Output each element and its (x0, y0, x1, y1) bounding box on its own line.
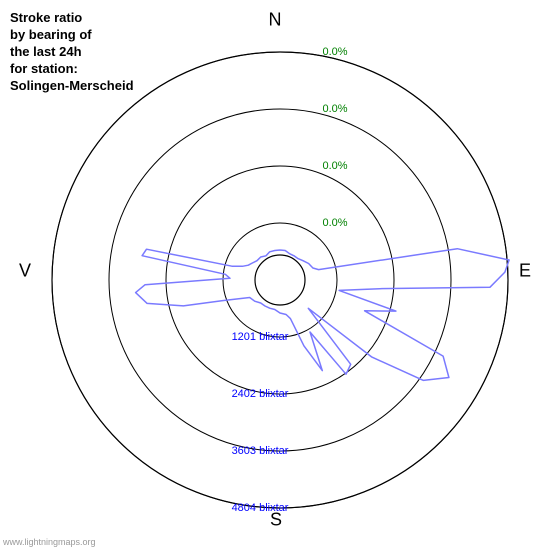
polar-chart: 0.0% 1201 blixtar 0.0% 2402 blixtar 0.0% 3603… (0, 0, 550, 550)
ring-label-percent: 0.0% (322, 103, 347, 115)
cardinal-label: V (19, 261, 31, 282)
ring-label-percent: 0.0% (322, 160, 347, 172)
ring-label-count: 1201 blixtar (232, 331, 289, 343)
footer-credit: www.lightningmaps.org (3, 537, 96, 547)
ring-label-count: 3603 blixtar (232, 445, 289, 457)
cardinal-label: S (270, 510, 282, 531)
cardinal-label: E (519, 261, 531, 282)
ring-label-percent: 0.0% (322, 217, 347, 229)
ring-label-percent: 0.0% (322, 46, 347, 58)
cardinal-label: N (269, 10, 282, 31)
ring-label-count: 2402 blixtar (232, 388, 289, 400)
